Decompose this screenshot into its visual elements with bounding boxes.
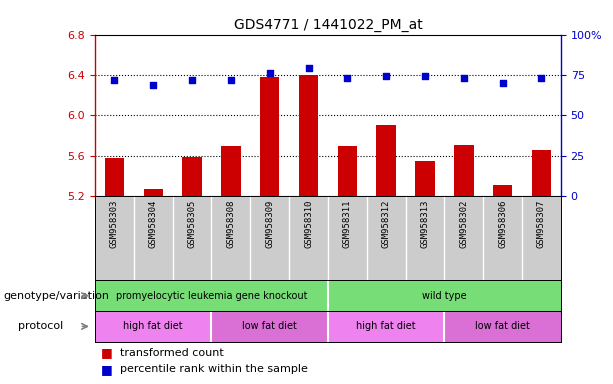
Text: GSM958307: GSM958307 [537, 200, 546, 248]
Point [110, 77, 120, 83]
Point [303, 65, 313, 71]
Text: GSM958313: GSM958313 [421, 200, 430, 248]
Text: ■: ■ [101, 346, 113, 359]
Point [381, 73, 391, 79]
Text: protocol: protocol [18, 321, 64, 331]
Text: GSM958311: GSM958311 [343, 200, 352, 248]
Point [187, 77, 197, 83]
Text: promyelocytic leukemia gene knockout: promyelocytic leukemia gene knockout [116, 291, 307, 301]
Text: GSM958302: GSM958302 [459, 200, 468, 248]
Point [265, 70, 275, 76]
Point [226, 77, 236, 83]
Bar [493, 185, 512, 196]
Bar [183, 157, 202, 196]
Bar [338, 146, 357, 196]
Point [498, 80, 508, 86]
Text: GSM958305: GSM958305 [188, 200, 197, 248]
Bar [376, 125, 396, 196]
Title: GDS4771 / 1441022_PM_at: GDS4771 / 1441022_PM_at [234, 18, 422, 32]
Text: GSM958306: GSM958306 [498, 200, 507, 248]
Text: GSM958304: GSM958304 [149, 200, 158, 248]
Text: transformed count: transformed count [120, 348, 223, 358]
Text: GSM958310: GSM958310 [304, 200, 313, 248]
Text: high fat diet: high fat diet [356, 321, 416, 331]
Point [148, 81, 158, 88]
Bar [454, 146, 474, 196]
Bar [299, 75, 318, 196]
Text: genotype/variation: genotype/variation [3, 291, 109, 301]
Text: percentile rank within the sample: percentile rank within the sample [120, 364, 307, 374]
Bar [105, 157, 124, 196]
Point [459, 75, 469, 81]
Point [343, 75, 352, 81]
Bar [143, 189, 163, 196]
Text: GSM958303: GSM958303 [110, 200, 119, 248]
Text: GSM958308: GSM958308 [226, 200, 235, 248]
Bar [221, 146, 240, 196]
Bar [416, 161, 435, 196]
Text: GSM958312: GSM958312 [382, 200, 390, 248]
Bar [531, 151, 551, 196]
Text: ■: ■ [101, 363, 113, 376]
Point [536, 75, 546, 81]
Point [420, 73, 430, 79]
Text: low fat diet: low fat diet [475, 321, 530, 331]
Text: wild type: wild type [422, 291, 466, 301]
Text: high fat diet: high fat diet [123, 321, 183, 331]
Text: low fat diet: low fat diet [242, 321, 297, 331]
Text: GSM958309: GSM958309 [265, 200, 274, 248]
Bar [260, 77, 280, 196]
